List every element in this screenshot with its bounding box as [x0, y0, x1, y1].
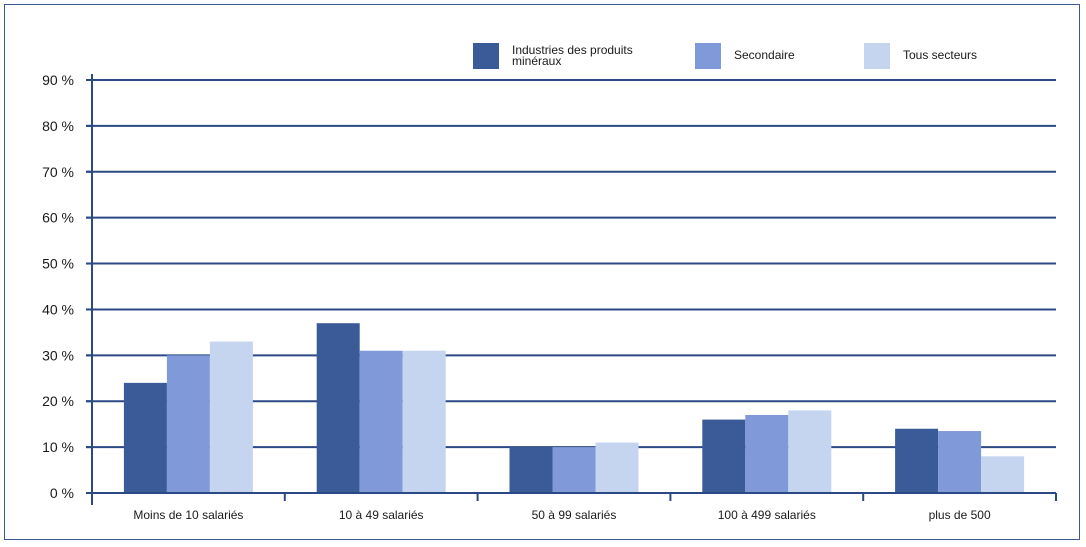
y-tick-label: 70 % — [42, 164, 74, 180]
y-tick-label: 30 % — [42, 347, 74, 363]
bar — [595, 442, 639, 493]
bar — [209, 341, 253, 493]
legend-label: Secondaire — [734, 48, 795, 62]
bar — [745, 414, 789, 493]
y-tick-label: 60 % — [42, 210, 74, 226]
legend-swatch — [473, 43, 499, 69]
bar — [123, 382, 167, 493]
bar — [788, 410, 832, 493]
legend-label: Industries des produits minéraux — [512, 43, 633, 68]
x-tick-label: 100 à 499 salariés — [718, 508, 816, 522]
y-tick-label: 10 % — [42, 439, 74, 455]
y-tick-label: 20 % — [42, 393, 74, 409]
bar — [359, 350, 403, 493]
bar — [938, 431, 982, 493]
legend: Industries des produits minéraux Secondair… — [473, 43, 977, 69]
y-tick-label: 80 % — [42, 118, 74, 134]
x-tick-label: 50 à 99 salariés — [532, 508, 617, 522]
x-axis-labels: Moins de 10 salariés 10 à 49 salariés 50 à… — [133, 508, 991, 522]
bar — [552, 447, 596, 493]
x-tick-label: plus de 500 — [929, 508, 991, 522]
bar — [702, 419, 746, 493]
y-tick-label: 0 % — [50, 485, 74, 501]
bar — [402, 350, 446, 493]
legend-swatch — [864, 43, 890, 69]
bar — [509, 447, 553, 493]
legend-swatch — [695, 43, 721, 69]
x-tick-label: Moins de 10 salariés — [133, 508, 243, 522]
y-tick-label: 40 % — [42, 301, 74, 317]
x-tick-label: 10 à 49 salariés — [339, 508, 424, 522]
y-tick-label: 90 % — [42, 72, 74, 88]
bars — [123, 323, 1025, 493]
axes — [86, 74, 1057, 505]
bar — [981, 456, 1025, 493]
bar — [895, 428, 939, 493]
y-tick-label: 50 % — [42, 256, 74, 272]
bar — [166, 355, 210, 493]
y-axis-ticks: 0 % 10 % 20 % 30 % 40 % 50 % 60 % 70 % 80 % 90 % — [42, 72, 92, 501]
legend-label: Tous secteurs — [903, 48, 977, 62]
bar — [316, 323, 360, 493]
